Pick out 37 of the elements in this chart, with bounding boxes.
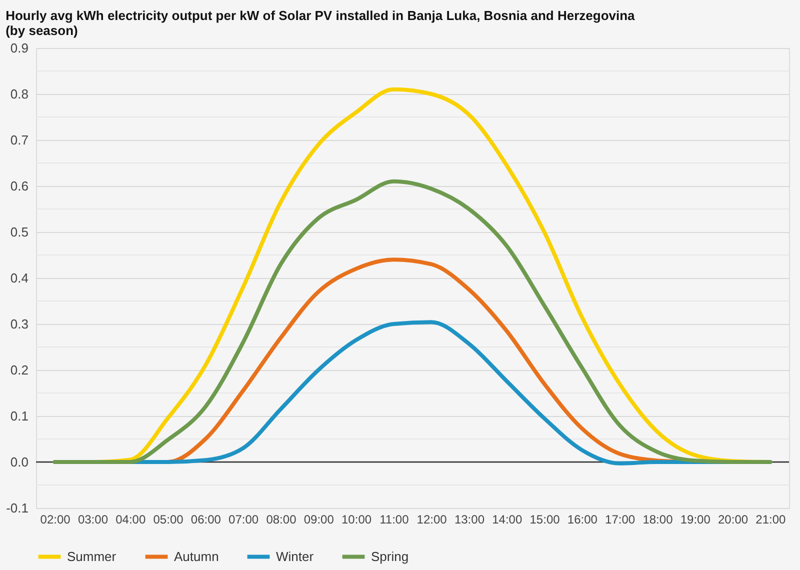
y-tick-label: 0.3 bbox=[10, 316, 28, 332]
y-tick-label: 0.7 bbox=[10, 132, 28, 148]
x-tick-label: 19:00 bbox=[680, 512, 711, 526]
x-tick-label: 14:00 bbox=[492, 512, 522, 526]
x-tick-label: 06:00 bbox=[190, 512, 222, 526]
x-tick-label: 17:00 bbox=[605, 512, 636, 526]
y-tick-label: 0.8 bbox=[10, 86, 28, 102]
x-tick-label: 07:00 bbox=[228, 512, 259, 526]
x-tick-label: 09:00 bbox=[304, 512, 334, 526]
legend-label: Winter bbox=[276, 548, 314, 564]
x-tick-label: 10:00 bbox=[342, 512, 372, 526]
y-tick-label: 0.6 bbox=[10, 178, 28, 194]
y-tick-label: 0.2 bbox=[10, 362, 28, 378]
x-tick-label: 04:00 bbox=[116, 512, 146, 526]
x-tick-label: 03:00 bbox=[78, 512, 108, 526]
legend-label: Spring bbox=[371, 548, 409, 564]
chart-title: Hourly avg kWh electricity output per kW of Solar PV installed in Banja Luka, Bosnia and Herzegovina (by season) bbox=[6, 8, 636, 38]
x-tick-label: 16:00 bbox=[567, 512, 598, 526]
y-tick-label: 0.1 bbox=[10, 408, 28, 424]
x-tick-label: 21:00 bbox=[756, 512, 786, 526]
x-tick-label: 13:00 bbox=[454, 512, 485, 526]
legend-label: Summer bbox=[67, 548, 117, 564]
x-tick-label: 18:00 bbox=[642, 512, 674, 526]
x-tick-label: 02:00 bbox=[40, 512, 71, 526]
line-series bbox=[52, 179, 772, 464]
x-tick-label: 12:00 bbox=[416, 512, 448, 526]
x-tick-label: 20:00 bbox=[718, 512, 748, 526]
y-tick-label: 0.4 bbox=[10, 270, 28, 286]
x-tick-label: 08:00 bbox=[266, 512, 297, 526]
legend-label: Autumn bbox=[174, 548, 219, 564]
y-tick-label: 0.9 bbox=[10, 40, 28, 56]
y-tick-label: 0.0 bbox=[10, 454, 28, 470]
x-tick-label: 15:00 bbox=[530, 512, 560, 526]
y-tick-label: 0.5 bbox=[10, 224, 28, 240]
x-tick-label: 11:00 bbox=[380, 512, 410, 526]
x-tick-label: 05:00 bbox=[153, 512, 184, 526]
y-tick-label: -0.1 bbox=[6, 500, 28, 516]
